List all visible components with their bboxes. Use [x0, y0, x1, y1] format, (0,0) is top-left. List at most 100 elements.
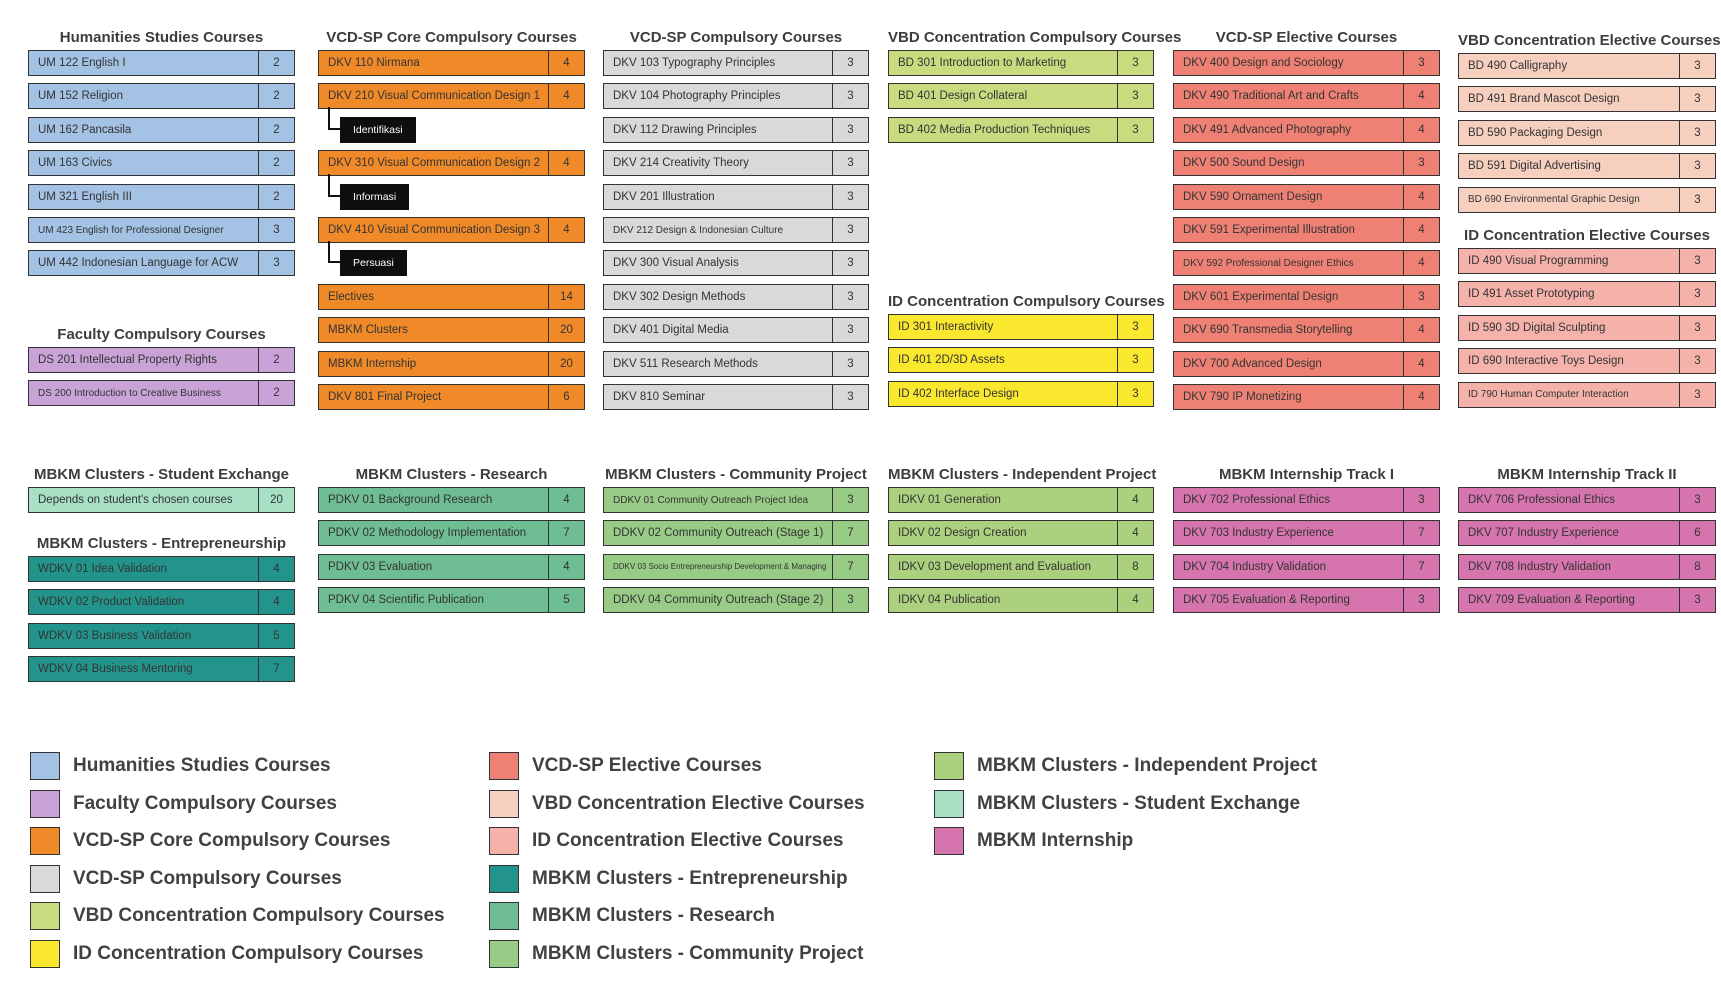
course-credits: 8	[1117, 554, 1153, 579]
credit-value: 3	[1132, 354, 1139, 367]
credit-value: 7	[1418, 527, 1425, 540]
course-label: DKV 212 Design & Indonesian Culture	[613, 224, 784, 236]
legend-label: Faculty Compulsory Courses	[73, 792, 337, 814]
course-credits: 3	[1679, 382, 1715, 407]
course-label: ID 402 Interface Design	[898, 387, 1019, 400]
credit-value: 3	[1132, 90, 1139, 103]
course-credits: 4	[1403, 218, 1439, 242]
course-box: DKV 491 Advanced Photography 4	[1173, 116, 1440, 143]
course-credits: 2	[258, 348, 294, 372]
course-label: DKV 592 Professional Designer Ethics	[1183, 257, 1354, 269]
credit-value: 3	[1418, 290, 1425, 303]
course-box: DDKV 01 Community Outreach Project Idea 3	[603, 487, 869, 513]
course-credits: 6	[1679, 521, 1715, 546]
credit-value: 3	[1694, 255, 1701, 267]
course-group-mbkm-student-exchange: MBKM Clusters - Student Exchange Depends …	[28, 461, 295, 513]
credit-value: 3	[1694, 160, 1701, 173]
course-box: BD 490 Calligraphy 3	[1458, 53, 1716, 79]
course-box: BD 491 Brand Mascot Design 3	[1458, 86, 1716, 113]
course-credits: 3	[832, 385, 868, 409]
course-label: UM 321 English III	[38, 190, 132, 203]
course-label: UM 152 Religion	[38, 90, 124, 103]
course-box: IDKV 03 Development and Evaluation 8	[888, 553, 1154, 580]
course-box: DS 200 Introduction to Creative Business…	[28, 380, 295, 407]
course-label: ID 790 Human Computer Interaction	[1468, 389, 1629, 401]
course-credits: 4	[1403, 184, 1439, 209]
course-credits: 7	[832, 521, 868, 546]
course-credits: 2	[258, 84, 294, 109]
course-credits: 3	[832, 51, 868, 75]
course-box: BD 301 Introduction to Marketing 3	[888, 50, 1154, 76]
legend-column: MBKM Clusters - Independent Project MBKM …	[934, 752, 1317, 865]
connector-line	[328, 107, 340, 130]
course-credits: 3	[832, 488, 868, 512]
credit-value: 3	[1694, 494, 1701, 506]
course-group-mbkm-community-project: MBKM Clusters - Community Project DDKV 01…	[603, 461, 869, 614]
course-credits: 3	[1403, 588, 1439, 613]
legend-label: MBKM Internship	[977, 830, 1134, 851]
course-box: DKV 112 Drawing Principles 3	[603, 116, 869, 143]
course-box: DKV 212 Design & Indonesian Culture 3	[603, 217, 869, 243]
course-label: DDKV 03 Socio Entrepreneurship Developme…	[613, 562, 827, 572]
sub-topic-label: Informasi	[353, 190, 397, 203]
course-box: DKV 690 Transmedia Storytelling 4	[1173, 317, 1440, 344]
course-label: DKV 112 Drawing Principles	[613, 123, 757, 136]
credit-value: 3	[847, 190, 854, 203]
course-credits: 3	[258, 218, 294, 242]
credit-value: 7	[847, 527, 854, 540]
course-label: DKV 704 Industry Validation	[1183, 560, 1326, 573]
course-group-vbd-concentration-compulsory: VBD Concentration Compulsory Courses BD 3…	[888, 24, 1182, 143]
course-box: WDKV 02 Product Validation 4	[28, 589, 295, 616]
course-credits: 4	[1403, 117, 1439, 142]
course-box: DKV 702 Professional Ethics 3	[1173, 487, 1440, 513]
group-title: VCD-SP Core Compulsory Courses	[326, 29, 577, 46]
course-label: DKV 410 Visual Communication Design 3	[328, 224, 541, 236]
credit-value: 4	[563, 57, 570, 69]
credit-value: 3	[1694, 288, 1701, 301]
credit-value: 2	[273, 387, 280, 400]
credit-value: 3	[1694, 193, 1701, 206]
course-box: DKV 511 Research Methods 3	[603, 350, 869, 377]
course-label: DKV 705 Evaluation & Reporting	[1183, 594, 1350, 607]
course-label: DKV 104 Photography Principles	[613, 90, 781, 103]
credit-value: 4	[1418, 224, 1425, 236]
credit-value: 4	[273, 596, 280, 609]
course-label: DKV 702 Professional Ethics	[1183, 494, 1331, 506]
group-title: VBD Concentration Compulsory Courses	[888, 29, 1182, 46]
course-box: UM 122 English I 2	[28, 50, 295, 76]
course-credits: 4	[1117, 521, 1153, 546]
course-label: DKV 690 Transmedia Storytelling	[1183, 324, 1353, 337]
legend-item: MBKM Clusters - Community Project	[489, 939, 865, 968]
course-box: DKV 104 Photography Principles 3	[603, 83, 869, 110]
legend-swatch	[30, 939, 60, 968]
course-box: ID 402 Interface Design 3	[888, 380, 1154, 407]
course-label: DKV 591 Experimental Illustration	[1183, 224, 1355, 236]
course-box: DKV 704 Industry Validation 7	[1173, 553, 1440, 580]
course-label: PDKV 01 Background Research	[328, 494, 493, 506]
course-label: DKV 310 Visual Communication Design 2	[328, 157, 541, 170]
course-credits: 3	[1679, 349, 1715, 374]
course-box: DKV 708 Industry Validation 8	[1458, 553, 1716, 580]
legend-item: VCD-SP Elective Courses	[489, 752, 865, 780]
course-credits: 3	[1117, 381, 1153, 406]
legend-label: Humanities Studies Courses	[73, 755, 331, 776]
credit-value: 3	[1418, 594, 1425, 607]
course-label: IDKV 02 Design Creation	[898, 527, 1027, 540]
course-group-mbkm-entrepreneurship: MBKM Clusters - Entrepreneurship WDKV 01 …	[28, 530, 295, 683]
course-group-humanities-studies: Humanities Studies Courses UM 122 English…	[28, 24, 295, 277]
course-credits: 3	[832, 84, 868, 109]
course-credits: 4	[548, 84, 584, 109]
credit-value: 7	[1418, 560, 1425, 573]
course-box: DKV 201 Illustration 3	[603, 183, 869, 210]
course-credits: 6	[548, 385, 584, 409]
course-label: DDKV 01 Community Outreach Project Idea	[613, 494, 809, 506]
credit-value: 3	[1694, 60, 1701, 72]
course-box: DKV 801 Final Project 6	[318, 384, 585, 410]
course-credits: 5	[548, 588, 584, 613]
course-box: DKV 490 Traditional Art and Crafts 4	[1173, 83, 1440, 110]
course-box: PDKV 01 Background Research 4	[318, 487, 585, 513]
legend-item: ID Concentration Elective Courses	[489, 827, 865, 855]
course-credits: 8	[1679, 554, 1715, 579]
course-box: DKV 709 Evaluation & Reporting 3	[1458, 587, 1716, 614]
legend-item: MBKM Clusters - Research	[489, 902, 865, 930]
